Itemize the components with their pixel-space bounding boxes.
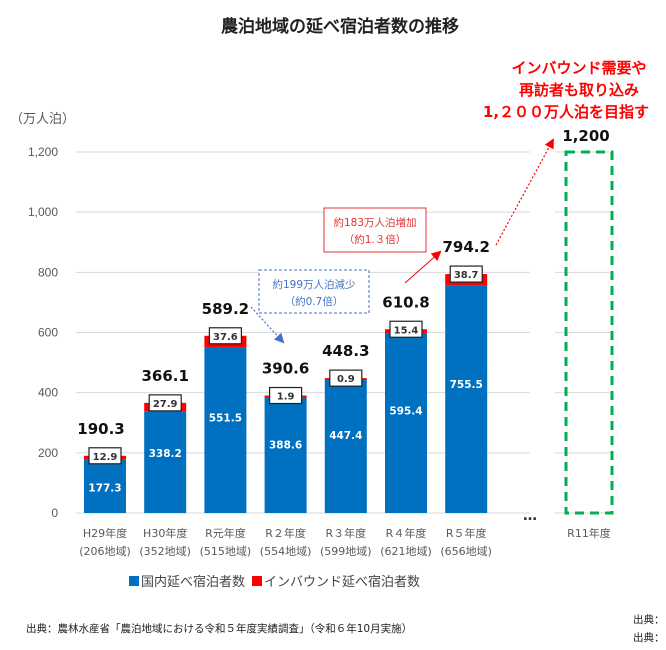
inbound-value-label: 38.7 bbox=[454, 270, 479, 281]
total-value-label: 589.2 bbox=[202, 300, 249, 318]
bars: 12.9 177.3 190.3 27.9 338.2 366.1 37.6 551.5 589… bbox=[77, 238, 490, 513]
inbound-label-box bbox=[148, 394, 182, 412]
inbound-label-box bbox=[208, 327, 242, 345]
bar-domestic bbox=[84, 459, 126, 513]
legend-swatch-domestic bbox=[129, 576, 139, 586]
domestic-value-label: 551.5 bbox=[209, 413, 242, 425]
goal-line-2: 再訪者も取り込み bbox=[519, 81, 639, 99]
total-value-label: 366.1 bbox=[141, 367, 188, 385]
decrease-annotation-line-1: 約199万人泊減少 bbox=[272, 278, 355, 291]
domestic-value-label: 755.5 bbox=[450, 379, 483, 391]
bar-domestic bbox=[445, 285, 488, 513]
x-tick-label: R４年度 bbox=[386, 526, 427, 540]
x-tick-label: R３年度 bbox=[325, 526, 366, 540]
goal-line-3: 1,２００万人泊を目指す bbox=[483, 103, 649, 121]
increase-arrow bbox=[404, 250, 442, 284]
x-tick-label: R５年度 bbox=[446, 526, 487, 540]
domestic-value-label: 388.6 bbox=[269, 440, 302, 452]
bar-domestic bbox=[385, 333, 427, 513]
x-label-target: R11年度 bbox=[567, 526, 611, 540]
inbound-value-label: 27.9 bbox=[153, 399, 178, 410]
chart-title: 農泊地域の延べ宿泊者数の推移 bbox=[221, 16, 459, 37]
x-tick-sublabel: (554地域) bbox=[260, 545, 312, 558]
y-tick-label: 1,200 bbox=[28, 145, 58, 159]
x-tick-sublabel: (656地域) bbox=[440, 545, 492, 558]
domestic-value-label: 177.3 bbox=[88, 483, 121, 495]
goal-line-1: インバウンド需要や bbox=[511, 59, 646, 77]
inbound-label-box bbox=[389, 320, 423, 338]
inbound-value-label: 15.4 bbox=[394, 325, 419, 336]
x-axis-labels: H29年度 (206地域) H30年度 (352地域) R元年度 (515地域) R２年度 (… bbox=[79, 526, 492, 558]
goal-arrow bbox=[495, 138, 554, 246]
x-tick-label: R元年度 bbox=[205, 526, 246, 540]
inbound-value-label: 0.9 bbox=[337, 374, 355, 385]
x-tick-label: H30年度 bbox=[143, 526, 187, 540]
inbound-label-box bbox=[449, 265, 483, 283]
legend-swatch-inbound bbox=[252, 576, 262, 586]
decrease-annotation-line-2: （約0.7倍） bbox=[285, 295, 344, 308]
x-tick-label: R２年度 bbox=[265, 526, 306, 540]
inbound-label-box bbox=[329, 369, 363, 387]
inbound-value-label: 12.9 bbox=[93, 452, 118, 463]
total-value-label: 610.8 bbox=[382, 293, 429, 311]
bar-domestic bbox=[144, 411, 187, 513]
y-tick-label: 400 bbox=[38, 386, 58, 400]
increase-annotation-line-1: 約183万人泊増加 bbox=[333, 216, 416, 229]
legend-label-domestic: 国内延べ宿泊者数 bbox=[141, 574, 245, 590]
x-tick-sublabel: (599地域) bbox=[320, 545, 372, 558]
legend-label-inbound: インバウンド延べ宿泊者数 bbox=[264, 574, 420, 590]
x-tick-label: H29年度 bbox=[83, 526, 127, 540]
y-axis-ticks: 0 200 400 600 800 1,000 1,200 bbox=[28, 145, 58, 520]
total-value-label: 448.3 bbox=[322, 342, 369, 360]
decrease-annotation-box bbox=[258, 269, 370, 314]
source-note: 出典：農林水産省「農泊地域における令和５年度実績調査」（令和６年10月実施） bbox=[26, 622, 412, 635]
x-tick-sublabel: (352地域) bbox=[139, 545, 191, 558]
y-tick-label: 200 bbox=[38, 446, 58, 460]
inbound-label-box bbox=[88, 447, 122, 465]
increase-annotation-line-2: （約1.３倍） bbox=[344, 233, 407, 246]
y-tick-label: 800 bbox=[38, 265, 58, 279]
bar-domestic bbox=[324, 378, 367, 513]
bar-domestic bbox=[204, 347, 247, 513]
target-bar-outline bbox=[564, 150, 614, 515]
total-value-label: 794.2 bbox=[442, 238, 489, 256]
x-tick-sublabel: (206地域) bbox=[79, 545, 131, 558]
source-note-right-1: 出典： bbox=[633, 613, 665, 626]
y-tick-label: 1,000 bbox=[28, 205, 58, 219]
domestic-value-label: 595.4 bbox=[389, 405, 422, 417]
y-axis-unit: （万人泊） bbox=[10, 112, 75, 127]
target-value-label: 1,200 bbox=[562, 127, 609, 145]
total-value-label: 190.3 bbox=[77, 420, 124, 438]
x-tick-sublabel: (515地域) bbox=[200, 545, 252, 558]
inbound-value-label: 1.9 bbox=[277, 392, 295, 403]
bar-domestic bbox=[264, 396, 307, 513]
inbound-label-box bbox=[269, 386, 303, 405]
axis-ellipsis: … bbox=[523, 508, 537, 524]
domestic-value-label: 338.2 bbox=[149, 448, 182, 460]
inbound-value-label: 37.6 bbox=[213, 332, 238, 343]
y-tick-label: 600 bbox=[38, 326, 58, 340]
source-note-right-2: 出典： bbox=[633, 631, 665, 644]
y-tick-label: 0 bbox=[51, 506, 58, 520]
domestic-value-label: 447.4 bbox=[329, 430, 362, 442]
total-value-label: 390.6 bbox=[262, 360, 309, 378]
increase-annotation-box bbox=[323, 207, 427, 253]
x-tick-sublabel: (621地域) bbox=[380, 545, 432, 558]
